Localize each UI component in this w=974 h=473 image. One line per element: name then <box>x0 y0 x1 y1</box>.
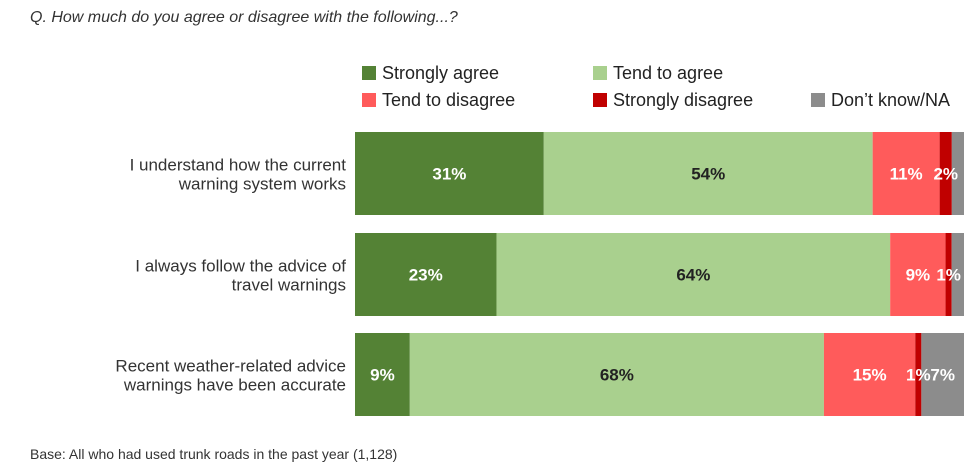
legend-label-2: Tend to disagree <box>382 90 515 110</box>
legend-swatch-1 <box>593 66 607 80</box>
bar-segment-2-0 <box>355 333 410 416</box>
data-label-0-3: 2% <box>933 165 958 184</box>
category-label-1-1: travel warnings <box>232 276 346 295</box>
bar-segment-1-4 <box>951 233 964 316</box>
data-label-1-3: 1% <box>936 266 961 285</box>
data-label-2-4: 7% <box>930 366 955 385</box>
legend-label-4: Don’t know/NA <box>831 90 950 110</box>
bar-segment-2-2 <box>823 333 916 416</box>
bar-segment-2-3 <box>915 333 922 416</box>
bar-segment-1-0 <box>355 233 497 316</box>
legend-swatch-0 <box>362 66 376 80</box>
bar-segments <box>355 132 964 416</box>
category-label-1-0: I always follow the advice of <box>135 257 346 276</box>
question-text: Q. How much do you agree or disagree wit… <box>30 9 458 26</box>
bar-segment-0-0 <box>355 132 544 215</box>
data-label-2-1: 68% <box>600 366 634 385</box>
data-label-0-1: 54% <box>691 165 725 184</box>
category-label-2-0: Recent weather-related advice <box>115 357 346 376</box>
legend-label-3: Strongly disagree <box>613 90 753 110</box>
category-label-0-1: warning system works <box>178 175 346 194</box>
bar-segment-1-1 <box>496 233 891 316</box>
bar-segment-2-4 <box>921 333 964 416</box>
data-label-2-0: 9% <box>370 366 395 385</box>
data-label-2-2: 15% <box>853 366 887 385</box>
base-note: Base: All who had used trunk roads in th… <box>30 446 398 462</box>
bar-segment-0-4 <box>951 132 964 215</box>
data-label-1-0: 23% <box>409 266 443 285</box>
data-labels: 31% 54% 11% 2%23% 64% 9% 1%9% 68% 15% 1% 7% <box>370 165 961 385</box>
legend-swatch-2 <box>362 93 376 107</box>
category-label-2-1: warnings have been accurate <box>123 376 346 395</box>
data-label-1-1: 64% <box>676 266 710 285</box>
legend-swatch-4 <box>811 93 825 107</box>
data-label-2-3: 1% <box>906 366 931 385</box>
bar-segment-1-3 <box>945 233 952 316</box>
bar-segment-2-1 <box>409 333 824 416</box>
bar-segment-0-3 <box>939 132 952 215</box>
legend-swatch-3 <box>593 93 607 107</box>
bar-segment-1-2 <box>890 233 946 316</box>
category-label-0-0: I understand how the current <box>130 156 347 175</box>
legend-label-0: Strongly agree <box>382 63 499 83</box>
data-label-1-2: 9% <box>906 266 931 285</box>
legend-label-1: Tend to agree <box>613 63 723 83</box>
data-label-0-0: 31% <box>432 165 466 184</box>
data-label-0-2: 11% <box>890 165 923 184</box>
chart-legend: Strongly agree Tend to agree Tend to disag… <box>362 63 950 110</box>
bar-segment-0-1 <box>543 132 873 215</box>
bar-segment-0-2 <box>872 132 940 215</box>
